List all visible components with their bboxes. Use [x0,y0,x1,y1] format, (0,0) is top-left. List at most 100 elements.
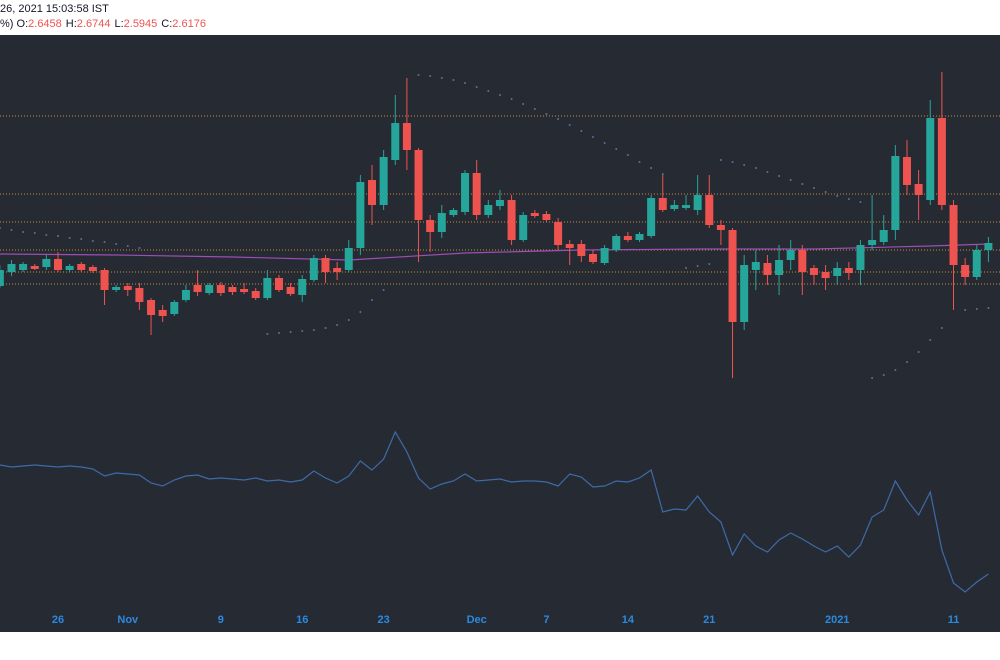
sar-dot [859,201,862,203]
candle-body [682,205,691,208]
candle-body [809,268,818,275]
x-tick-label: Dec [467,614,487,626]
sar-dot [650,167,653,169]
sar-dot [498,94,501,96]
candle-body [7,264,16,272]
sar-dot [638,161,641,163]
sar-dot [289,331,292,333]
ohlc-row: %) O:2.6458 H:2.6744 L:2.5945 C:2.6176 [0,18,210,30]
candle-body [0,270,4,286]
candle-body [147,300,156,315]
candle-body [298,279,307,295]
sar-dot [359,311,362,313]
sar-dot [312,329,315,331]
candle-body [495,200,504,206]
candle-body [716,225,725,230]
sar-dot [347,319,350,321]
candle-body [623,236,632,240]
candle-body [42,259,51,267]
candle-body [949,205,958,265]
indicator-line [0,430,989,593]
candle-body [740,265,749,322]
sar-dot [789,179,792,181]
candle-body [216,285,225,293]
candle-body [786,250,795,260]
candle-body [821,272,830,278]
sar-dot [452,79,455,81]
candle-body [926,118,935,200]
sar-dot [929,339,932,341]
candle-body [565,244,574,248]
sar-dot [708,263,711,265]
candle-body [937,118,946,205]
sar-dot [324,327,327,329]
candle-body [240,289,249,292]
sar-dot [80,238,83,240]
sar-dot [138,247,141,249]
candle-body [19,264,28,270]
sar-dot [568,124,571,126]
x-tick-label: 23 [378,614,390,626]
candle-body [391,123,400,160]
chart: 26 Nov 9 16 23 Dec 7 14 21 2021 11 [0,35,1000,632]
ohlc-value: 2.6744 [76,18,111,30]
sar-dot [545,113,548,115]
candle-body [833,268,842,276]
candle-body [437,213,446,232]
candle-body [449,210,458,215]
candle-body [775,260,784,275]
candle-body [286,287,295,294]
sar-dot [975,308,978,310]
sar-dot [603,142,606,144]
sar-dot [801,183,804,185]
candle-body [123,286,132,290]
candle-body [705,195,714,225]
ohlc-value: 2.6176 [172,18,206,30]
candle-body [728,230,737,322]
candle-body [530,213,539,216]
sar-dot [277,332,280,334]
sar-dot [685,267,688,269]
candle-body [193,285,202,292]
sar-dot [10,229,13,231]
sar-dot [905,361,908,363]
candle-body [588,254,597,262]
candle-body [309,258,318,280]
sar-dot [894,369,897,371]
sar-dot [464,82,467,84]
sar-dot [940,327,943,329]
candle-body [205,285,214,293]
x-tick-label: 9 [218,614,224,626]
sar-dot [778,175,781,177]
candle-body [914,184,923,195]
sar-dot [847,198,850,200]
sar-dot [743,164,746,166]
sar-dot [475,86,478,88]
sar-dot [371,299,374,301]
datetime: 26, 2021 15:03:58 IST [0,3,109,15]
sar-dot [731,161,734,163]
candle-body [426,220,435,232]
candle-body [984,243,993,250]
sar-dot [882,374,885,376]
candle-body [507,200,516,240]
sar-dot [626,154,629,156]
candle-body [356,182,365,248]
candle-body [263,278,272,298]
x-tick-label: 11 [948,614,960,626]
sar-dot [440,77,443,79]
header: 26, 2021 15:03:58 IST %) O:2.6458 H:2.674… [0,0,1000,35]
sar-dot [987,307,990,309]
candle-body [54,259,62,270]
sar-dot [301,330,304,332]
candle-body [891,156,900,230]
candle-body [693,195,702,210]
sar-dot [615,148,618,150]
plot-background [0,35,1000,632]
sar-dot [266,333,269,335]
candle-body [77,264,86,270]
sar-dot [336,324,339,326]
candle-body [577,244,586,256]
sar-dot [22,231,25,233]
